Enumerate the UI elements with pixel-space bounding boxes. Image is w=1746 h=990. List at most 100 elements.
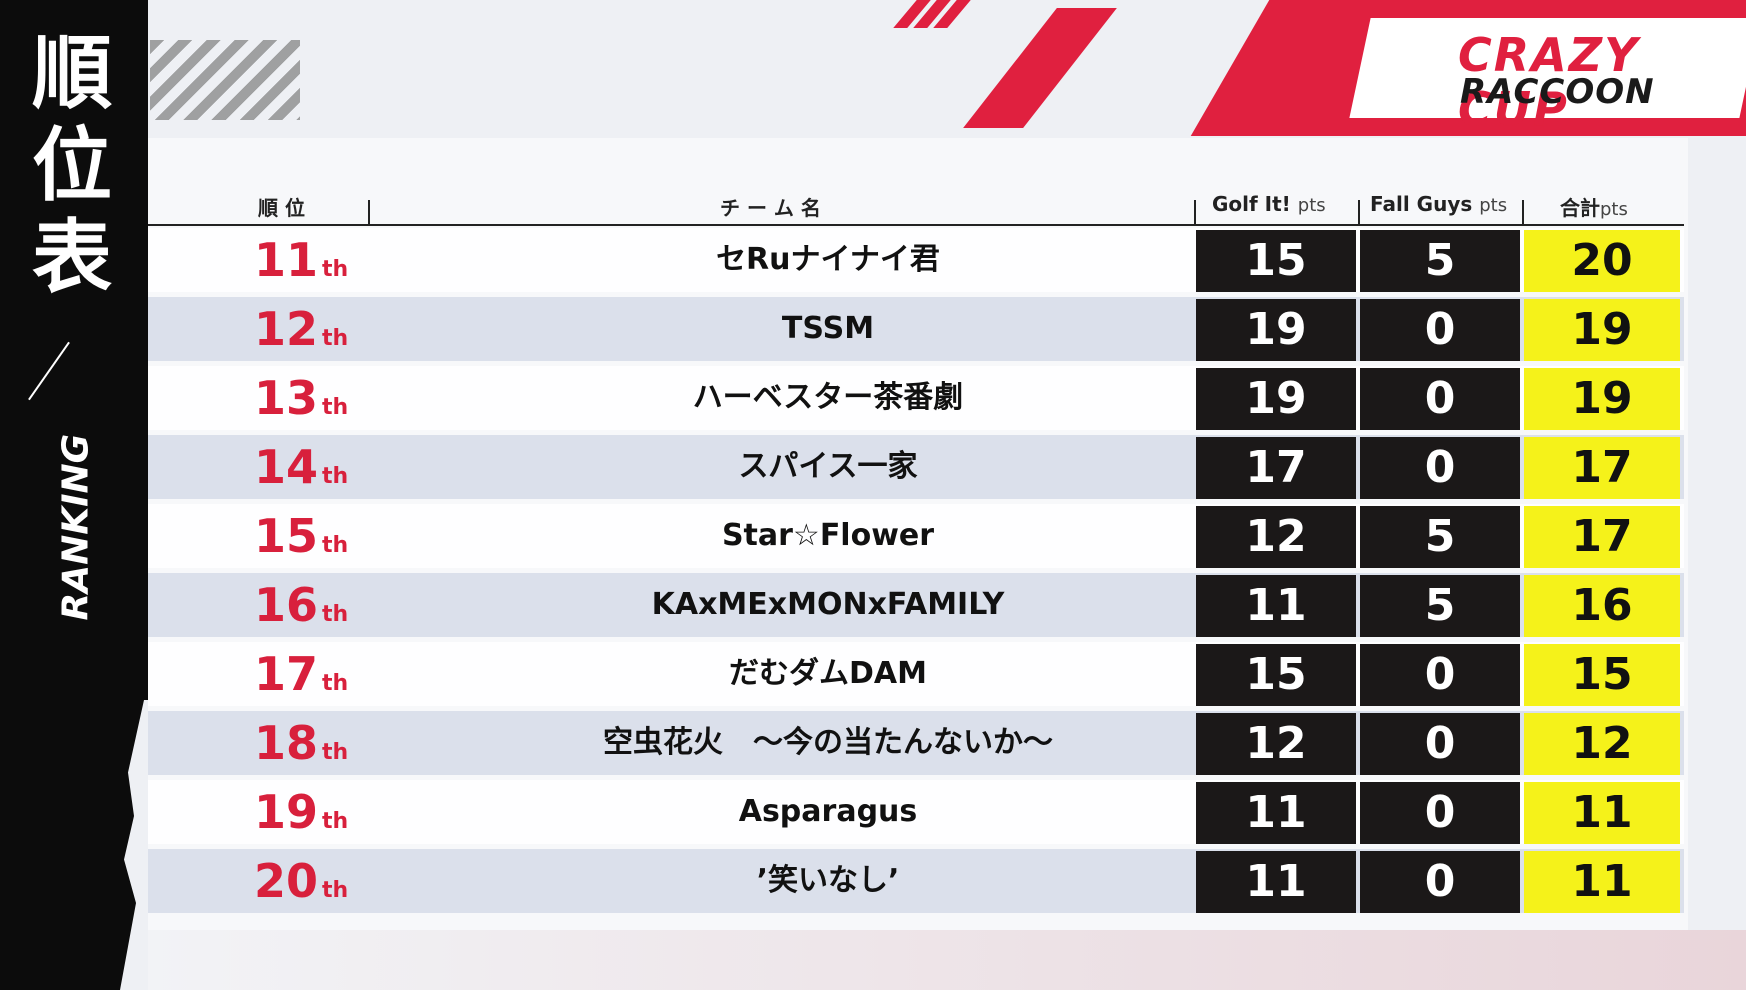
page-subtitle: RANKING (55, 433, 97, 621)
rank-number: 15 (254, 509, 319, 563)
total-score: 19 (1524, 299, 1680, 361)
header-divider (1358, 200, 1360, 226)
team-name: Asparagus (738, 794, 918, 829)
logo-text-top: CRAZY CUP (1458, 28, 1640, 136)
fall-score: 0 (1360, 644, 1520, 706)
header-divider (1194, 200, 1196, 226)
team-name: ’笑いなし’ (756, 863, 900, 898)
logo-text-bottom: RACCOON (1460, 72, 1655, 112)
rank-number: 12 (254, 302, 319, 356)
header-rank: 順 位 (258, 196, 305, 220)
team-name: Star☆Flower (721, 518, 935, 553)
fall-score: 0 (1360, 299, 1520, 361)
team-name: KAxMExMONxFAMILY (651, 587, 1005, 622)
header-total: 合計pts (1560, 192, 1628, 221)
total-score: 12 (1524, 713, 1680, 775)
total-score: 19 (1524, 368, 1680, 430)
golf-score: 12 (1196, 506, 1356, 568)
total-score: 15 (1524, 644, 1680, 706)
fall-score: 0 (1360, 368, 1520, 430)
golf-score: 11 (1196, 782, 1356, 844)
rank-number: 14 (254, 440, 319, 494)
header-divider (368, 200, 370, 226)
fall-score: 0 (1360, 782, 1520, 844)
header-golf: Golf It! pts (1212, 192, 1326, 216)
rank-number: 13 (254, 371, 319, 425)
team-name: TSSM (781, 311, 875, 346)
team-name: ハーベスター茶番劇 (692, 380, 964, 415)
title-divider (28, 341, 70, 401)
rank-number: 18 (254, 716, 319, 770)
team-name: スパイス一家 (738, 449, 918, 484)
fall-score: 5 (1360, 506, 1520, 568)
logo: CRAZY CUP RACCOON (1458, 28, 1746, 136)
golf-score: 15 (1196, 644, 1356, 706)
header-fall-unit: pts (1479, 195, 1508, 216)
rank-suffix: th (322, 533, 349, 558)
fall-score: 5 (1360, 230, 1520, 292)
total-score: 11 (1524, 851, 1680, 913)
golf-score: 17 (1196, 437, 1356, 499)
rank-suffix: th (322, 395, 349, 420)
rank-suffix: th (322, 809, 349, 834)
rank-number: 17 (254, 647, 319, 701)
rank-suffix: th (322, 257, 349, 282)
fall-score: 0 (1360, 851, 1520, 913)
header-golf-unit: pts (1297, 195, 1326, 216)
golf-score: 11 (1196, 575, 1356, 637)
gray-chevrons (150, 40, 300, 120)
header-team: チ ー ム 名 (720, 196, 821, 220)
fall-score: 0 (1360, 437, 1520, 499)
rank-suffix: th (322, 878, 349, 903)
rank-suffix: th (322, 326, 349, 351)
rank-suffix: th (322, 602, 349, 627)
total-score: 20 (1524, 230, 1680, 292)
rank-number: 19 (254, 785, 319, 839)
rank-suffix: th (322, 740, 349, 765)
total-score: 17 (1524, 506, 1680, 568)
rank-number: 16 (254, 578, 319, 632)
rank-suffix: th (322, 671, 349, 696)
red-stripe (963, 8, 1117, 128)
header-fall: Fall Guys pts (1370, 192, 1507, 216)
golf-score: 11 (1196, 851, 1356, 913)
team-name: 空虫花火 ～今の当たんないか～ (603, 725, 1053, 760)
total-score: 11 (1524, 782, 1680, 844)
bottom-band (148, 930, 1746, 990)
rank-number: 20 (254, 854, 319, 908)
fall-score: 5 (1360, 575, 1520, 637)
rank-suffix: th (322, 464, 349, 489)
page-title: 順位表 (32, 27, 112, 304)
golf-score: 15 (1196, 230, 1356, 292)
header-total-label: 合計 (1560, 196, 1600, 220)
header-fall-label: Fall Guys (1370, 192, 1473, 216)
golf-score: 19 (1196, 368, 1356, 430)
header-rule (148, 224, 1684, 226)
total-score: 17 (1524, 437, 1680, 499)
total-score: 16 (1524, 575, 1680, 637)
team-name: セRuナイナイ君 (716, 242, 940, 277)
golf-score: 12 (1196, 713, 1356, 775)
background-decoration (0, 0, 1746, 140)
golf-score: 19 (1196, 299, 1356, 361)
header-divider (1522, 200, 1524, 226)
